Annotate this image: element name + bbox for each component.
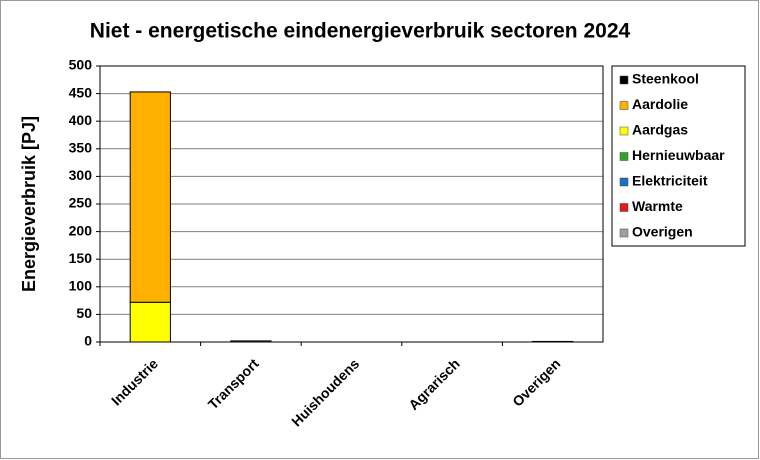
bar-segment [129,91,171,303]
y-tick-label: 100 [69,278,93,294]
legend-label: Warmte [632,198,683,214]
legend-label: Hernieuwbaar [632,147,725,163]
y-tick-label: 450 [69,84,93,100]
legend-swatch [619,203,629,212]
legend-swatch [619,152,629,161]
legend-swatch [619,177,629,187]
y-tick-label: 400 [69,112,93,128]
y-tick-label: 300 [69,167,93,183]
plot-frame [99,65,604,343]
legend-swatch [619,75,629,85]
bar-segment [532,340,574,343]
legend-label: Overigen [632,224,693,240]
y-tick-label: 350 [69,140,93,156]
y-tick-label: 150 [69,250,93,266]
y-tick-label: 0 [84,333,92,349]
legend-label: Aardgas [632,122,688,138]
y-tick-label: 250 [69,195,93,211]
legend-label: Steenkool [632,71,699,87]
legend-swatch [619,228,629,238]
legend-label: Aardolie [632,96,688,112]
chart-title: Niet - energetische eindenergieverbruik … [90,20,631,43]
legend-swatch [619,101,629,110]
y-tick-label: 200 [69,222,93,238]
bar-segment [230,340,272,343]
y-axis-label: Energieverbruik [PJ] [19,116,39,292]
legend-swatch [619,126,629,136]
y-tick-label: 50 [76,305,92,321]
bar-segment [129,301,171,343]
legend-box [611,65,746,247]
y-tick-label: 500 [69,57,93,73]
legend-label: Elektriciteit [632,173,708,189]
